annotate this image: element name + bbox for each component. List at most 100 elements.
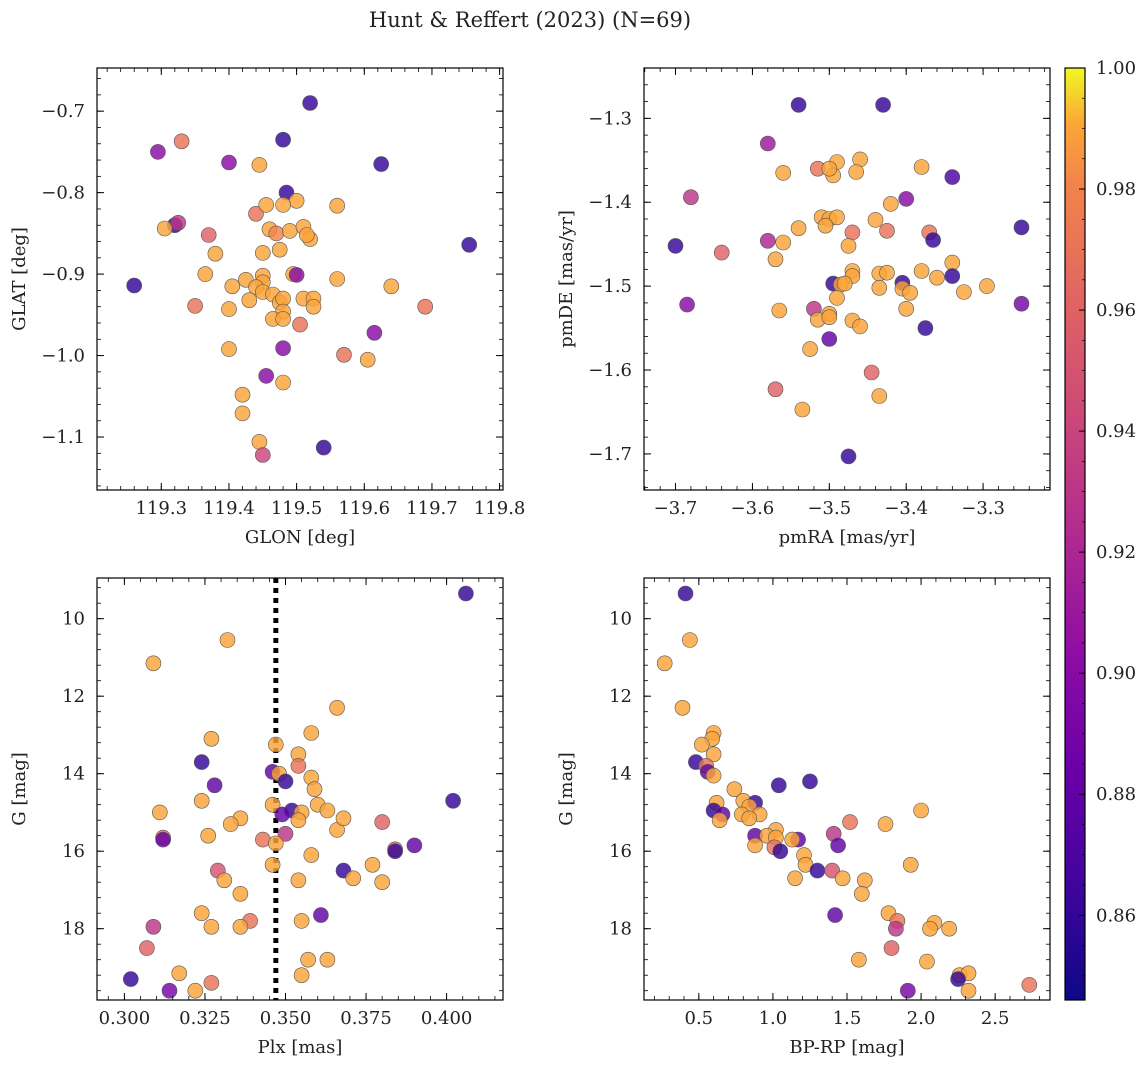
data-point [829, 209, 845, 226]
y-axis-label: G [mag] [9, 752, 30, 825]
x-tick-label: 2.5 [981, 1008, 1010, 1029]
data-point [840, 238, 857, 254]
data-point [979, 278, 995, 294]
data-point [1013, 219, 1030, 236]
data-point [203, 730, 220, 747]
data-point [790, 220, 807, 236]
colorbar-tick-label: 0.94 [1096, 421, 1136, 442]
data-point [336, 346, 352, 363]
axes-frame [643, 577, 1051, 1001]
data-point [879, 264, 895, 281]
colorbar-tick-label: 0.86 [1096, 905, 1136, 926]
data-point [275, 197, 291, 213]
data-point [173, 133, 190, 150]
x-tick-label: −3.3 [961, 498, 1005, 519]
data-point [794, 401, 811, 418]
data-point [303, 725, 320, 741]
data-point [863, 364, 880, 381]
y-axis-label: G [mag] [556, 752, 577, 825]
y-tick-label: 16 [609, 841, 632, 862]
data-point [203, 918, 220, 935]
y-tick-label: 16 [62, 841, 85, 862]
data-point [871, 388, 888, 404]
data-point [821, 331, 838, 347]
data-point [913, 263, 930, 279]
y-tick-label: 14 [62, 764, 85, 785]
x-tick-label: 0.325 [179, 1008, 231, 1029]
data-point [956, 284, 972, 300]
data-point [871, 279, 888, 296]
data-point [950, 971, 966, 987]
data-point [922, 920, 938, 937]
data-point [888, 920, 904, 937]
data-point [161, 982, 178, 999]
data-point [852, 318, 868, 335]
x-axis-label: pmRA [mas/yr] [779, 527, 916, 548]
x-axis-label: Plx [mas] [258, 1037, 343, 1058]
data-point [315, 439, 332, 456]
data-point [290, 872, 307, 889]
data-point [216, 872, 233, 889]
data-point [290, 758, 307, 774]
data-point [221, 341, 237, 357]
data-point [772, 843, 789, 860]
data-point [853, 885, 870, 902]
x-tick-label: 119.4 [203, 498, 255, 519]
data-point [877, 816, 894, 832]
data-point [856, 872, 873, 889]
colorbar-tick-label: 0.90 [1096, 663, 1136, 684]
data-point [759, 233, 776, 249]
data-point [234, 405, 251, 422]
data-point [271, 241, 288, 258]
data-point [264, 856, 281, 873]
x-axis-label: GLON [deg] [245, 527, 355, 548]
y-tick-label: −0.8 [41, 183, 85, 204]
x-tick-label: −3.6 [731, 498, 775, 519]
colorbar-tick-label: 0.88 [1096, 784, 1136, 805]
data-point [222, 816, 239, 832]
data-point [919, 953, 935, 970]
data-point [711, 812, 728, 829]
data-point [770, 777, 787, 794]
colorbar-tick-label: 1.00 [1096, 58, 1136, 79]
figure-title: Hunt & Reffert (2023) (N=69) [369, 8, 691, 32]
y-tick-label: −1.4 [588, 192, 632, 213]
data-point [251, 157, 268, 173]
data-point [960, 982, 977, 999]
x-tick-label: 0.375 [340, 1008, 392, 1029]
data-point [1013, 295, 1030, 312]
data-point [123, 971, 139, 987]
data-point [232, 918, 249, 935]
data-point [203, 975, 220, 991]
data-point [883, 940, 900, 956]
panel-plx-g: 0.300 0.325 0.350 0.375 0.400 10 12 14 16 18 Plx [… [9, 577, 504, 1058]
data-point [882, 196, 899, 212]
data-point [848, 164, 865, 180]
data-point [206, 777, 223, 794]
data-point [254, 447, 271, 463]
data-point [221, 301, 237, 317]
y-axis-label: GLAT [deg] [9, 227, 30, 331]
data-point [802, 341, 818, 357]
data-point [406, 837, 423, 854]
data-point [258, 368, 275, 384]
x-tick-label: 119.8 [474, 498, 526, 519]
y-tick-label: −0.9 [41, 264, 85, 285]
data-point [693, 736, 710, 753]
data-point [682, 632, 698, 648]
data-point [899, 982, 916, 999]
data-point [207, 245, 224, 262]
data-point [759, 135, 776, 152]
data-point [187, 298, 203, 314]
data-point [840, 448, 857, 465]
data-point [224, 278, 241, 295]
data-point [879, 223, 895, 239]
data-point [705, 746, 722, 763]
data-point [241, 292, 258, 309]
data-point [170, 215, 186, 231]
data-point [288, 193, 305, 209]
data-point [293, 913, 310, 929]
data-point [656, 655, 673, 672]
data-point [277, 773, 294, 790]
